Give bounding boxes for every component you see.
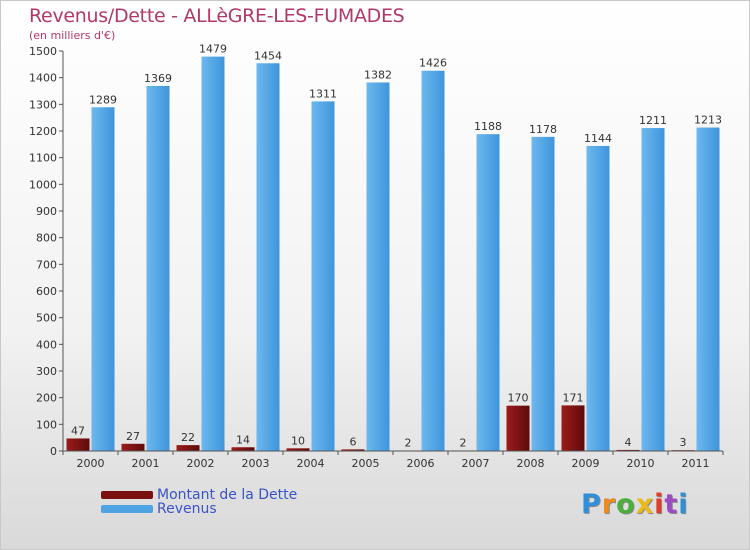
x-tick-label: 2003 bbox=[242, 457, 270, 470]
data-label-dette-2001: 27 bbox=[126, 430, 140, 443]
y-tick-label: 100 bbox=[36, 418, 57, 431]
x-tick-label: 2006 bbox=[407, 457, 435, 470]
y-tick-label: 200 bbox=[36, 392, 57, 405]
legend-label-dette: Montant de la Dette bbox=[157, 487, 298, 503]
data-label-dette-2011: 3 bbox=[680, 436, 687, 449]
y-tick-label: 300 bbox=[36, 365, 57, 378]
y-tick-label: 500 bbox=[36, 312, 57, 325]
y-tick-label: 1500 bbox=[29, 45, 57, 58]
data-label-dette-2007: 2 bbox=[460, 436, 467, 449]
data-label-dette-2000: 47 bbox=[71, 424, 85, 437]
data-label-revenus-2009: 1144 bbox=[584, 132, 612, 145]
data-label-dette-2002: 22 bbox=[181, 431, 195, 444]
data-label-revenus-2003: 1454 bbox=[254, 49, 282, 62]
data-label-revenus-2001: 1369 bbox=[144, 72, 172, 85]
data-label-revenus-2005: 1382 bbox=[364, 68, 392, 81]
y-tick-label: 1000 bbox=[29, 178, 57, 191]
bar-revenus-2007 bbox=[476, 134, 500, 451]
data-label-revenus-2004: 1311 bbox=[309, 87, 337, 100]
bars: 47 1289 27 1369 22 1479 14 1454 10 1311 6 1382 2 1426… bbox=[66, 43, 722, 452]
x-tick-label: 2007 bbox=[462, 457, 490, 470]
bar-dette-2001 bbox=[121, 443, 145, 451]
bar-dette-2002 bbox=[176, 445, 200, 451]
legend-label-revenus: Revenus bbox=[157, 501, 217, 517]
y-tick-label: 1300 bbox=[29, 98, 57, 111]
data-label-revenus-2000: 1289 bbox=[89, 93, 117, 106]
y-tick-label: 900 bbox=[36, 205, 57, 218]
legend-swatch-revenus bbox=[101, 505, 153, 513]
bar-revenus-2011 bbox=[696, 127, 720, 452]
data-label-dette-2010: 4 bbox=[625, 436, 632, 449]
logo-letter: t bbox=[664, 489, 679, 520]
bar-dette-2010 bbox=[616, 449, 640, 451]
bar-revenus-2010 bbox=[641, 128, 665, 452]
x-tick-label: 2011 bbox=[682, 457, 710, 470]
proxiti-logo: Proxiti bbox=[581, 489, 689, 520]
x-tick-label: 2005 bbox=[352, 457, 380, 470]
logo-letter: o bbox=[616, 489, 636, 520]
bar-dette-2004 bbox=[286, 448, 310, 451]
y-tick-label: 600 bbox=[36, 285, 57, 298]
y-tick-label: 1400 bbox=[29, 72, 57, 85]
logo-letter: P bbox=[581, 489, 602, 520]
data-label-dette-2003: 14 bbox=[236, 433, 250, 446]
bar-revenus-2003 bbox=[256, 63, 280, 452]
data-label-dette-2006: 2 bbox=[405, 436, 412, 449]
x-tick-label: 2000 bbox=[77, 457, 105, 470]
x-tick-label: 2001 bbox=[132, 457, 160, 470]
bar-dette-2008 bbox=[506, 405, 530, 451]
data-label-dette-2008: 170 bbox=[508, 392, 529, 405]
data-label-revenus-2008: 1178 bbox=[529, 123, 557, 136]
x-tick-label: 2002 bbox=[187, 457, 215, 470]
logo-letter: i bbox=[654, 489, 665, 520]
bar-revenus-2009 bbox=[586, 145, 610, 451]
x-tick-label: 2008 bbox=[517, 457, 545, 470]
data-label-revenus-2002: 1479 bbox=[199, 43, 227, 56]
logo-letter: x bbox=[635, 489, 655, 520]
bar-revenus-2004 bbox=[311, 101, 335, 452]
x-tick-label: 2009 bbox=[572, 457, 600, 470]
bar-revenus-2002 bbox=[201, 56, 225, 451]
y-tick-label: 400 bbox=[36, 338, 57, 351]
data-label-revenus-2007: 1188 bbox=[474, 120, 502, 133]
bar-revenus-2001 bbox=[146, 85, 170, 451]
y-axis: 0 100 200 300 400 500 600 700 800 900 1000 1100 1200… bbox=[29, 45, 64, 458]
y-tick-label: 700 bbox=[36, 258, 57, 271]
data-label-dette-2005: 6 bbox=[350, 435, 357, 448]
x-tick-label: 2010 bbox=[627, 457, 655, 470]
bar-dette-2005 bbox=[341, 449, 365, 451]
chart-title: Revenus/Dette - ALLèGRE-LES-FUMADES bbox=[29, 5, 405, 27]
data-label-dette-2004: 10 bbox=[291, 434, 305, 447]
y-tick-label: 0 bbox=[50, 445, 57, 458]
x-axis: 2000 2001 2002 2003 2004 2005 2006 2007 2008 2009… bbox=[62, 450, 724, 470]
bar-revenus-2005 bbox=[366, 82, 390, 451]
y-tick-label: 800 bbox=[36, 232, 57, 245]
bar-dette-2003 bbox=[231, 447, 255, 451]
data-label-dette-2009: 171 bbox=[563, 391, 584, 404]
logo-letter: i bbox=[678, 489, 689, 520]
chart-subtitle: (en milliers d'€) bbox=[29, 29, 116, 42]
logo-letter: r bbox=[601, 489, 617, 520]
bar-revenus-2006 bbox=[421, 70, 445, 451]
data-label-revenus-2010: 1211 bbox=[639, 114, 667, 127]
bar-revenus-2000 bbox=[91, 107, 115, 452]
legend-swatch-dette bbox=[101, 491, 153, 499]
data-label-revenus-2006: 1426 bbox=[419, 57, 447, 70]
bar-dette-2000 bbox=[66, 438, 90, 451]
bar-revenus-2008 bbox=[531, 136, 555, 451]
x-tick-label: 2004 bbox=[297, 457, 325, 470]
y-tick-label: 1100 bbox=[29, 152, 57, 165]
y-tick-label: 1200 bbox=[29, 125, 57, 138]
bar-dette-2009 bbox=[561, 405, 585, 451]
data-label-revenus-2011: 1213 bbox=[694, 114, 722, 127]
